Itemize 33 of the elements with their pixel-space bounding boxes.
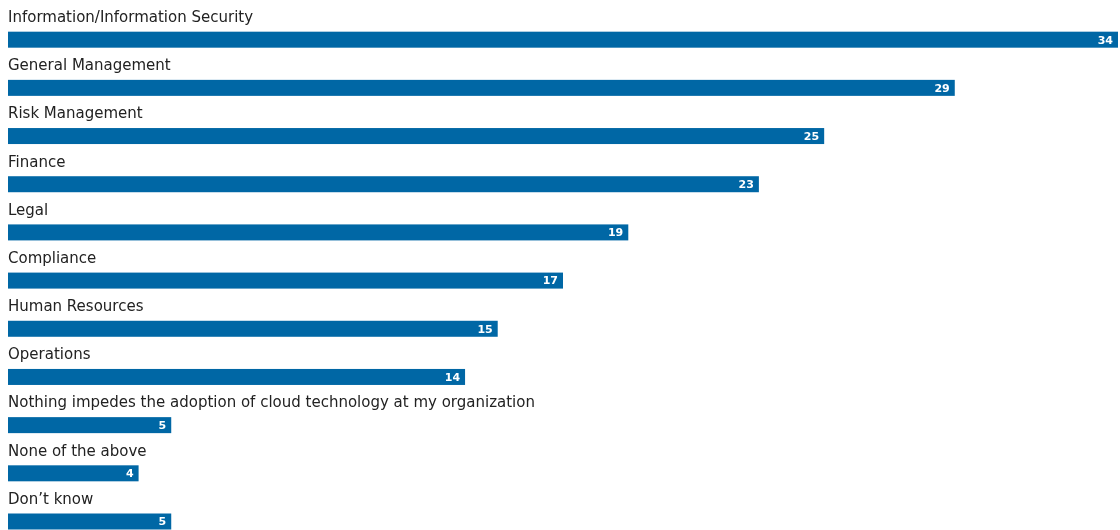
bar (8, 513, 172, 530)
bar (8, 31, 1118, 48)
data-label: 19 (607, 226, 624, 240)
bar (8, 79, 955, 96)
y-tick-label: Human Resources (8, 297, 144, 316)
data-label: 29 (934, 81, 950, 95)
y-tick-label: Risk Management (8, 104, 143, 123)
bar (8, 320, 498, 337)
data-label: 34 (1097, 33, 1114, 47)
bar (8, 417, 172, 434)
y-tick-label: Finance (8, 152, 66, 171)
bar (8, 272, 563, 289)
data-label: 17 (542, 274, 558, 288)
y-tick-label: Compliance (8, 248, 97, 267)
data-label: 23 (738, 178, 754, 192)
y-tick-label: Nothing impedes the adoption of cloud technology at my organization (8, 393, 535, 412)
bar (8, 465, 139, 482)
data-label: 5 (158, 515, 167, 529)
y-tick-label: Legal (8, 200, 49, 219)
bar (8, 368, 466, 385)
bar (8, 128, 825, 145)
data-label: 4 (125, 467, 134, 481)
data-label: 25 (803, 129, 820, 143)
bar (8, 176, 759, 193)
y-tick-label: Don’t know (8, 489, 94, 508)
data-label: 5 (158, 418, 167, 432)
data-label: 14 (444, 370, 461, 384)
y-tick-label: General Management (8, 56, 171, 75)
data-label: 15 (477, 322, 493, 336)
y-tick-label: Operations (8, 345, 91, 364)
bar (8, 224, 629, 241)
y-tick-label: Information/Information Security (8, 8, 254, 26)
y-tick-label: None of the above (8, 441, 147, 460)
